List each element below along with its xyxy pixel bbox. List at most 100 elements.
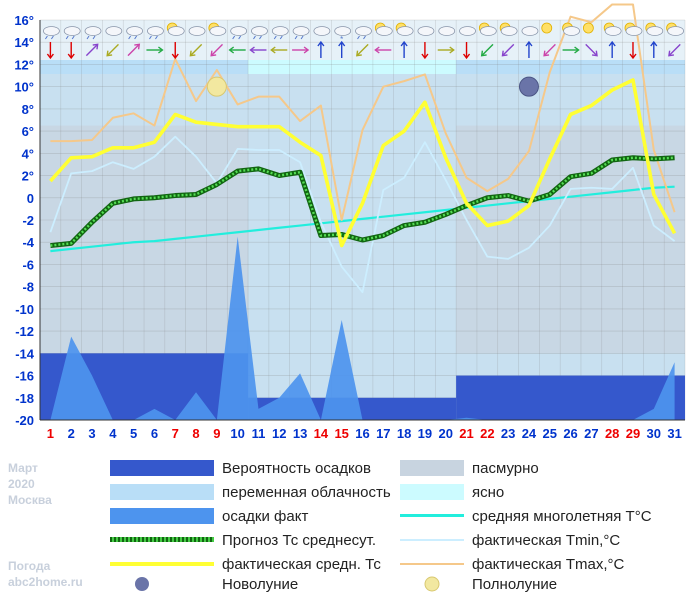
city-label: Москва xyxy=(8,493,52,507)
cloud-icon xyxy=(209,26,227,36)
y-tick-label: 2° xyxy=(22,169,34,184)
wind-arrow-head xyxy=(480,50,487,57)
wind-arrow-head xyxy=(374,46,380,54)
rain-drop-icon xyxy=(65,35,69,40)
x-tick-label: 31 xyxy=(667,426,681,441)
x-tick-label: 29 xyxy=(626,426,640,441)
cloud-icon xyxy=(625,26,643,36)
wind-arrow xyxy=(67,42,75,60)
rain-drop-icon xyxy=(149,35,152,40)
legend-swatch xyxy=(110,508,214,524)
x-tick-label: 23 xyxy=(501,426,515,441)
sky-band xyxy=(456,60,685,74)
legend-swatch xyxy=(110,532,214,548)
rain-drop-icon xyxy=(155,35,158,40)
wind-arrow-shaft xyxy=(357,43,369,56)
snow-icon: * xyxy=(340,35,343,44)
cloud-icon xyxy=(292,26,310,36)
y-tick-label: -12 xyxy=(15,324,34,339)
cloud-icon xyxy=(126,26,144,36)
wind-arrow-head xyxy=(629,53,637,60)
cloud-icon xyxy=(334,26,352,36)
legend-label: осадки факт xyxy=(222,507,309,525)
wind-arrow xyxy=(543,43,556,57)
legend-label: фактическая Tmin,°С xyxy=(472,531,621,549)
rain-drop-icon xyxy=(134,35,138,40)
sun-icon xyxy=(582,22,594,34)
wind-arrow xyxy=(562,46,580,54)
rain-drop-icon xyxy=(259,35,262,40)
y-tick-label: 12° xyxy=(14,57,34,72)
sky-band xyxy=(40,60,249,74)
wind-arrow xyxy=(400,40,408,58)
cloud-icon xyxy=(396,26,414,36)
legend-label: Новолуние xyxy=(222,575,299,593)
rain-drop-icon xyxy=(238,35,242,40)
x-tick-label: 15 xyxy=(334,426,348,441)
wind-arrow-shaft xyxy=(190,43,203,56)
x-tick-label: 3 xyxy=(88,426,95,441)
legend-clear: ясно xyxy=(400,482,504,502)
cloud-icon xyxy=(167,26,185,36)
x-tick-label: 10 xyxy=(230,426,244,441)
wind-arrow-head xyxy=(158,46,164,54)
rain-drop-icon xyxy=(128,35,132,40)
rain-drop-icon xyxy=(253,35,256,40)
wind-arrow-head xyxy=(356,50,362,57)
wind-arrow-head xyxy=(228,46,235,54)
legend-swatch xyxy=(400,532,464,548)
y-tick-label: -16 xyxy=(15,369,34,384)
series-line xyxy=(50,3,676,221)
cloud-icon xyxy=(105,26,123,36)
weather-icon-row: * xyxy=(43,22,684,60)
y-tick-label: -4 xyxy=(22,235,34,250)
y-tick-label: -14 xyxy=(15,346,35,361)
legend-avg-longterm: средняя многолетняя Т°С xyxy=(400,506,652,526)
wind-arrow xyxy=(189,43,203,57)
x-tick-label: 9 xyxy=(213,426,220,441)
y-tick-label: -10 xyxy=(15,302,34,317)
wind-arrow xyxy=(608,40,616,58)
y-tick-label: 8° xyxy=(22,102,34,117)
rain-drop-icon xyxy=(294,35,298,40)
x-tick-label: 24 xyxy=(522,426,537,441)
legend-label: фактическая Tmax,°С xyxy=(472,555,625,573)
wind-arrow-head xyxy=(574,46,580,54)
x-tick-label: 1 xyxy=(47,426,54,441)
x-tick-label: 5 xyxy=(130,426,137,441)
x-tick-label: 20 xyxy=(438,426,452,441)
wind-arrow xyxy=(650,40,658,58)
wind-arrow-head xyxy=(270,46,276,54)
wind-arrow-head xyxy=(501,50,508,57)
temperature-series xyxy=(49,3,677,294)
wind-arrow xyxy=(629,42,637,60)
wind-arrow-head xyxy=(189,50,196,57)
cloud-icon xyxy=(667,26,684,36)
x-tick-label: 27 xyxy=(584,426,598,441)
y-tick-label: -2 xyxy=(22,213,34,228)
legend-forecast-avg: Прогноз Тс среднесут. xyxy=(110,530,376,550)
wind-arrow xyxy=(127,43,141,57)
rain-drop-icon xyxy=(50,35,54,40)
x-tick-label: 11 xyxy=(252,426,266,441)
wind-arrow xyxy=(462,42,471,60)
wind-arrow-shaft xyxy=(107,43,119,56)
x-tick-label: 13 xyxy=(293,426,307,441)
cloud-icon xyxy=(271,26,289,36)
cloud-icon xyxy=(479,26,497,36)
cloud-icon xyxy=(230,26,248,36)
wind-arrow-shaft xyxy=(502,43,515,56)
legend-label: средняя многолетняя Т°С xyxy=(472,507,652,525)
wind-arrow-head xyxy=(400,40,408,47)
wind-arrow-head xyxy=(591,50,598,57)
y-tick-label: -6 xyxy=(22,257,34,272)
wind-arrow xyxy=(46,42,54,60)
y-tick-label: 6° xyxy=(22,124,34,139)
wind-arrow-head xyxy=(543,50,550,57)
rain-drop-icon xyxy=(92,35,96,40)
cloud-icon xyxy=(563,26,580,36)
wind-arrow xyxy=(317,40,325,58)
legend-label: Полнолуние xyxy=(472,575,558,593)
sky-band xyxy=(248,60,457,74)
wind-arrow-head xyxy=(106,50,113,57)
